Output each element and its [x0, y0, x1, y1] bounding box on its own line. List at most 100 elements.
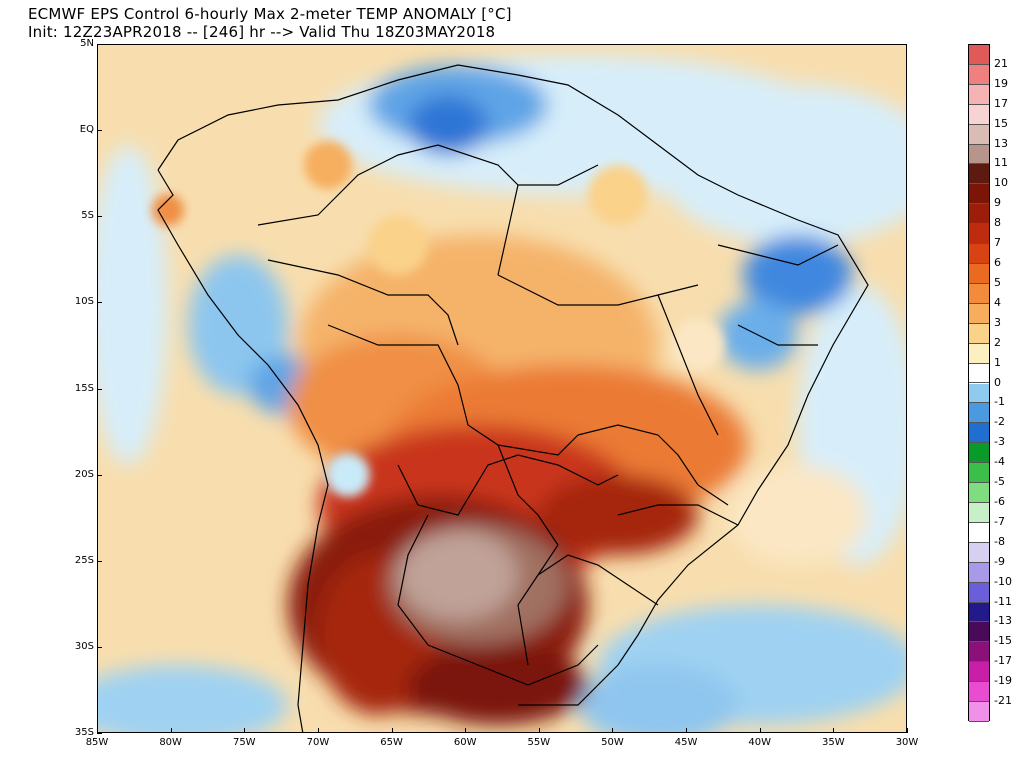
colorbar-swatch: [969, 602, 989, 623]
colorbar-label: -6: [994, 494, 1005, 508]
colorbar-swatch: [969, 184, 989, 205]
colorbar-label: 11: [994, 156, 1008, 170]
colorbar-label: -4: [994, 455, 1005, 469]
colorbar-swatch: [969, 463, 989, 484]
colorbar-label: 19: [994, 76, 1008, 90]
latitude-label: 5N: [80, 38, 94, 49]
longitude-tick: [97, 728, 98, 733]
colorbar-swatch: [969, 84, 989, 105]
latitude-tick: [97, 474, 102, 476]
colorbar-swatch: [969, 383, 989, 404]
colorbar-swatch: [969, 662, 989, 683]
longitude-label: 55W: [527, 737, 551, 748]
latitude-tick: [97, 216, 102, 218]
colorbar-swatch: [969, 124, 989, 145]
colorbar-swatch: [969, 64, 989, 85]
colorbar-swatch: [969, 264, 989, 284]
colorbar-label: 17: [994, 96, 1008, 110]
anomaly-map: [97, 44, 907, 733]
map-canvas: [98, 45, 906, 732]
longitude-label: 40W: [748, 737, 772, 748]
colorbar-swatch: [969, 204, 989, 225]
longitude-label: 85W: [85, 737, 109, 748]
latitude-label: 5S: [81, 210, 94, 222]
longitude-tick: [465, 728, 467, 733]
colorbar-label: 13: [994, 136, 1008, 150]
colorbar-label: -8: [994, 534, 1005, 548]
map-title: ECMWF EPS Control 6-hourly Max 2-meter T…: [28, 5, 512, 23]
colorbar-label: -17: [994, 654, 1012, 668]
longitude-tick: [244, 728, 246, 733]
colorbar-swatch: [969, 443, 989, 464]
colorbar: [968, 44, 990, 722]
latitude-tick: [97, 733, 102, 734]
colorbar-label: -10: [994, 574, 1012, 588]
colorbar-label: -21: [994, 694, 1012, 708]
colorbar-label: 8: [994, 216, 1001, 230]
latitude-label: 30S: [74, 640, 94, 652]
colorbar-label: -3: [994, 435, 1005, 449]
latitude-tick: [97, 560, 102, 562]
longitude-label: 60W: [453, 737, 477, 748]
map-subtitle: Init: 12Z23APR2018 -- [246] hr --> Valid…: [28, 23, 496, 41]
colorbar-label: -15: [994, 634, 1012, 648]
colorbar-swatch: [969, 542, 989, 563]
longitude-label: 45W: [674, 737, 698, 748]
colorbar-label: -2: [994, 415, 1005, 429]
longitude-tick: [391, 728, 393, 733]
colorbar-swatch: [969, 682, 989, 703]
longitude-tick: [538, 728, 540, 733]
colorbar-swatch: [969, 502, 989, 523]
latitude-label: 25S: [74, 554, 94, 566]
latitude-tick: [97, 646, 102, 648]
longitude-label: 35W: [822, 737, 845, 748]
latitude-label: 35S: [74, 727, 94, 738]
latitude-label: 15S: [74, 382, 94, 394]
country-borders: [157, 64, 869, 732]
longitude-tick: [612, 728, 614, 733]
latitude-label: 20S: [74, 468, 94, 480]
colorbar-label: 10: [994, 176, 1008, 190]
longitude-label: 50W: [601, 737, 624, 748]
latitude-label: EQ: [79, 124, 94, 136]
colorbar-label: -7: [994, 514, 1005, 528]
colorbar-swatch: [969, 642, 989, 663]
colorbar-label: 7: [994, 236, 1001, 250]
colorbar-swatch: [969, 423, 989, 444]
latitude-tick: [97, 388, 102, 390]
colorbar-swatch: [969, 244, 989, 265]
colorbar-swatch: [969, 144, 989, 165]
longitude-label: 70W: [306, 737, 330, 748]
colorbar-label: -9: [994, 554, 1005, 568]
longitude-tick: [170, 728, 172, 733]
colorbar-swatch: [969, 45, 989, 65]
colorbar-swatch: [969, 622, 989, 643]
colorbar-swatch: [969, 562, 989, 583]
anomaly-noise: [152, 141, 724, 497]
colorbar-label: 6: [994, 256, 1001, 270]
colorbar-label: 1: [994, 355, 1001, 369]
longitude-tick: [759, 728, 761, 733]
colorbar-swatch: [969, 343, 989, 364]
colorbar-label: -11: [994, 594, 1012, 608]
colorbar-label: -13: [994, 614, 1012, 628]
longitude-label: 75W: [232, 737, 256, 748]
colorbar-swatch: [969, 224, 989, 245]
latitude-tick: [97, 44, 102, 45]
latitude-tick: [97, 130, 102, 132]
longitude-label: 65W: [380, 737, 403, 748]
longitude-label: 30W: [895, 737, 919, 748]
longitude-label: 80W: [159, 737, 182, 748]
colorbar-label: -1: [994, 395, 1005, 409]
colorbar-swatch: [969, 323, 989, 344]
longitude-tick: [907, 728, 908, 733]
colorbar-label: 2: [994, 335, 1001, 349]
colorbar-swatch: [969, 403, 989, 424]
colorbar-swatch: [969, 522, 989, 543]
latitude-tick: [97, 302, 102, 304]
longitude-tick: [317, 728, 319, 733]
colorbar-label: 0: [994, 375, 1001, 389]
colorbar-swatch: [969, 303, 989, 324]
colorbar-swatch: [969, 363, 989, 384]
colorbar-label: 4: [994, 295, 1001, 309]
